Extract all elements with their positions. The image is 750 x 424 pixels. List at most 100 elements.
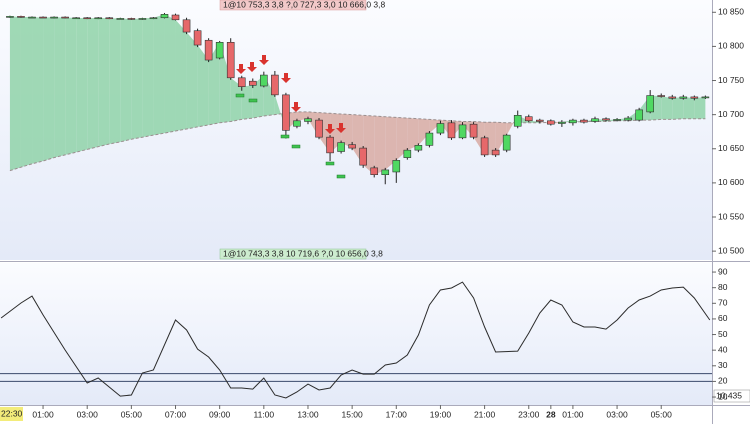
ma-fill — [528, 120, 540, 123]
candle-body — [237, 77, 246, 87]
ma-fill — [131, 18, 143, 140]
ma-fill — [219, 42, 231, 123]
candle-body — [646, 95, 654, 113]
buy-mark — [280, 134, 290, 139]
signals — [236, 55, 346, 134]
ma-fill — [109, 18, 121, 144]
x-tick-label: 07:00 — [165, 409, 187, 419]
candle-body — [502, 134, 511, 151]
candle-body — [491, 149, 500, 156]
y-tick-label: 10 600 — [718, 177, 744, 187]
x-tick-label: 01:00 — [32, 409, 54, 419]
buy-mark — [336, 174, 346, 179]
candle-body — [348, 144, 356, 149]
ma-fill — [87, 17, 99, 150]
candle-body — [547, 120, 555, 125]
y-tick-label: 10 750 — [718, 75, 744, 85]
candle-body — [690, 96, 699, 99]
candle-body — [248, 80, 257, 86]
signals — [235, 93, 346, 179]
ma-fill — [54, 17, 66, 158]
x-tick-label: 05:00 — [651, 409, 673, 419]
sell-arrow — [281, 73, 291, 83]
y-tick-label: 90 — [718, 266, 728, 276]
candle-body — [39, 16, 47, 19]
x-tick-label: 05:00 — [121, 409, 143, 419]
buy-mark — [325, 161, 335, 166]
ma-fill — [274, 94, 286, 131]
buy-mark — [235, 93, 245, 98]
ma-fill — [396, 117, 408, 161]
candle-body — [193, 30, 202, 46]
y-tick-label: 50 — [718, 329, 728, 339]
candle-body — [447, 122, 456, 139]
candle-body — [6, 16, 14, 18]
ma-fill — [683, 96, 695, 119]
candle-body — [580, 119, 588, 123]
candle-body — [524, 116, 533, 122]
annotation-box — [219, 248, 367, 260]
ma-fill — [241, 85, 253, 120]
y-tick-label: 40 — [718, 344, 728, 354]
ma-fill — [20, 17, 33, 168]
y-tick-label: 30 — [718, 360, 728, 370]
ma-fill — [175, 19, 187, 132]
ma-fill — [208, 42, 220, 125]
candle-body — [61, 16, 69, 19]
annotation-box — [219, 0, 367, 11]
y-tick-label: 10 850 — [718, 7, 744, 17]
ma-fill — [672, 96, 684, 120]
candle-body — [293, 120, 301, 127]
candle-body — [315, 119, 323, 138]
y-tick-label: 10 500 — [718, 245, 744, 255]
ma-fill — [32, 17, 44, 164]
plot — [0, 12, 712, 399]
ma-fill — [407, 118, 419, 151]
candle-body — [28, 16, 36, 19]
ma-fill — [230, 77, 242, 122]
x-tick-label: 01:00 — [562, 409, 584, 419]
candle-body — [94, 17, 103, 20]
candle-body — [469, 123, 478, 138]
candle-body — [72, 17, 80, 20]
oscillator-line — [0, 281, 711, 399]
candle-body — [701, 96, 710, 99]
ma-fill — [153, 14, 165, 136]
candle-body — [359, 147, 367, 166]
ma-fill — [418, 118, 430, 146]
candle-body — [480, 137, 489, 156]
ma-fill — [363, 115, 375, 175]
sell-arrow — [325, 124, 335, 134]
ma-fill — [76, 17, 88, 153]
ma-fill — [374, 116, 386, 175]
ma-fill — [142, 17, 154, 138]
ma-fill — [186, 32, 198, 129]
candle-body — [679, 96, 688, 99]
candle-body — [436, 123, 445, 134]
candle-body — [657, 95, 666, 97]
cursor-box — [0, 407, 23, 421]
y-tick-label: 80 — [718, 282, 728, 292]
ma-fill — [43, 17, 55, 162]
annotation: 1@10 743,3 3,8 10 719,6 ?,0 10 656,0 3,8 — [223, 248, 383, 258]
candle-body — [182, 19, 191, 33]
candle-body — [204, 39, 213, 61]
candle-body — [458, 124, 467, 139]
candle-body — [591, 118, 599, 122]
oscillator-panel — [0, 263, 712, 405]
sell-arrow — [247, 62, 257, 72]
x-tick-label: 03:00 — [606, 409, 628, 419]
ma-fill — [341, 113, 353, 149]
value-box — [713, 389, 750, 403]
candle-body — [425, 132, 434, 146]
candle-body — [138, 18, 147, 20]
x-tick-label: 21:00 — [474, 409, 496, 419]
candle-body — [403, 149, 412, 158]
candle-body — [414, 145, 423, 151]
y-tick-label: 10 — [718, 391, 728, 401]
candle-body — [392, 160, 401, 173]
sell-arrow — [291, 102, 301, 112]
x-tick-label: 28 — [546, 409, 556, 419]
candle-body — [83, 17, 92, 20]
candle-body — [635, 109, 643, 121]
